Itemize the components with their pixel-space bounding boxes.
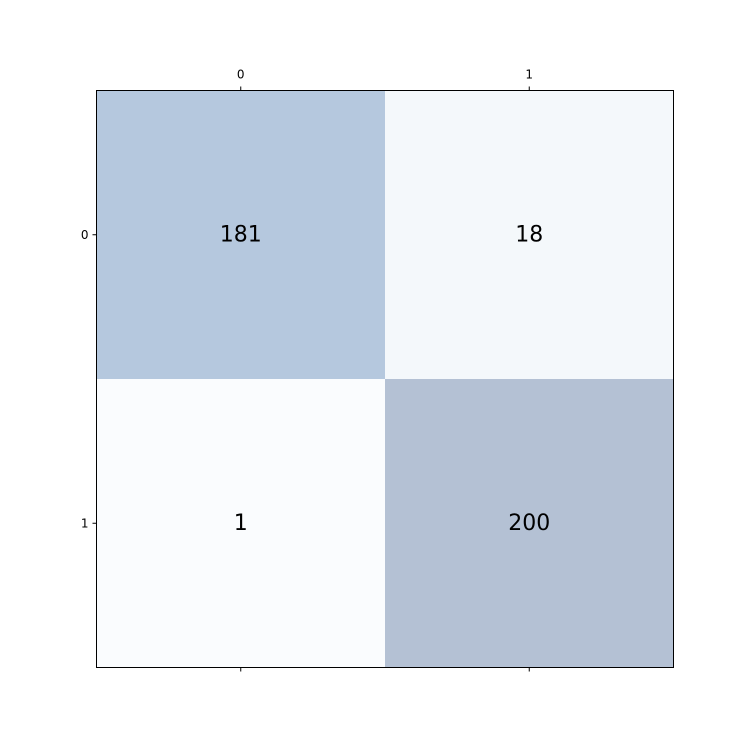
cell-value-label-r1-c0: 1	[234, 511, 248, 536]
x-tick-label-1: 1	[525, 68, 533, 82]
cell-value-label-r0-c0: 181	[220, 222, 262, 247]
y-tick-label-1: 1	[81, 516, 89, 530]
cell-value-label-r1-c1: 200	[508, 511, 550, 536]
cell-value-label-r0-c1: 18	[515, 222, 543, 247]
x-tick-label-0: 0	[237, 68, 245, 82]
y-tick-label-0: 0	[81, 228, 89, 242]
heatmap-cells	[97, 91, 674, 668]
